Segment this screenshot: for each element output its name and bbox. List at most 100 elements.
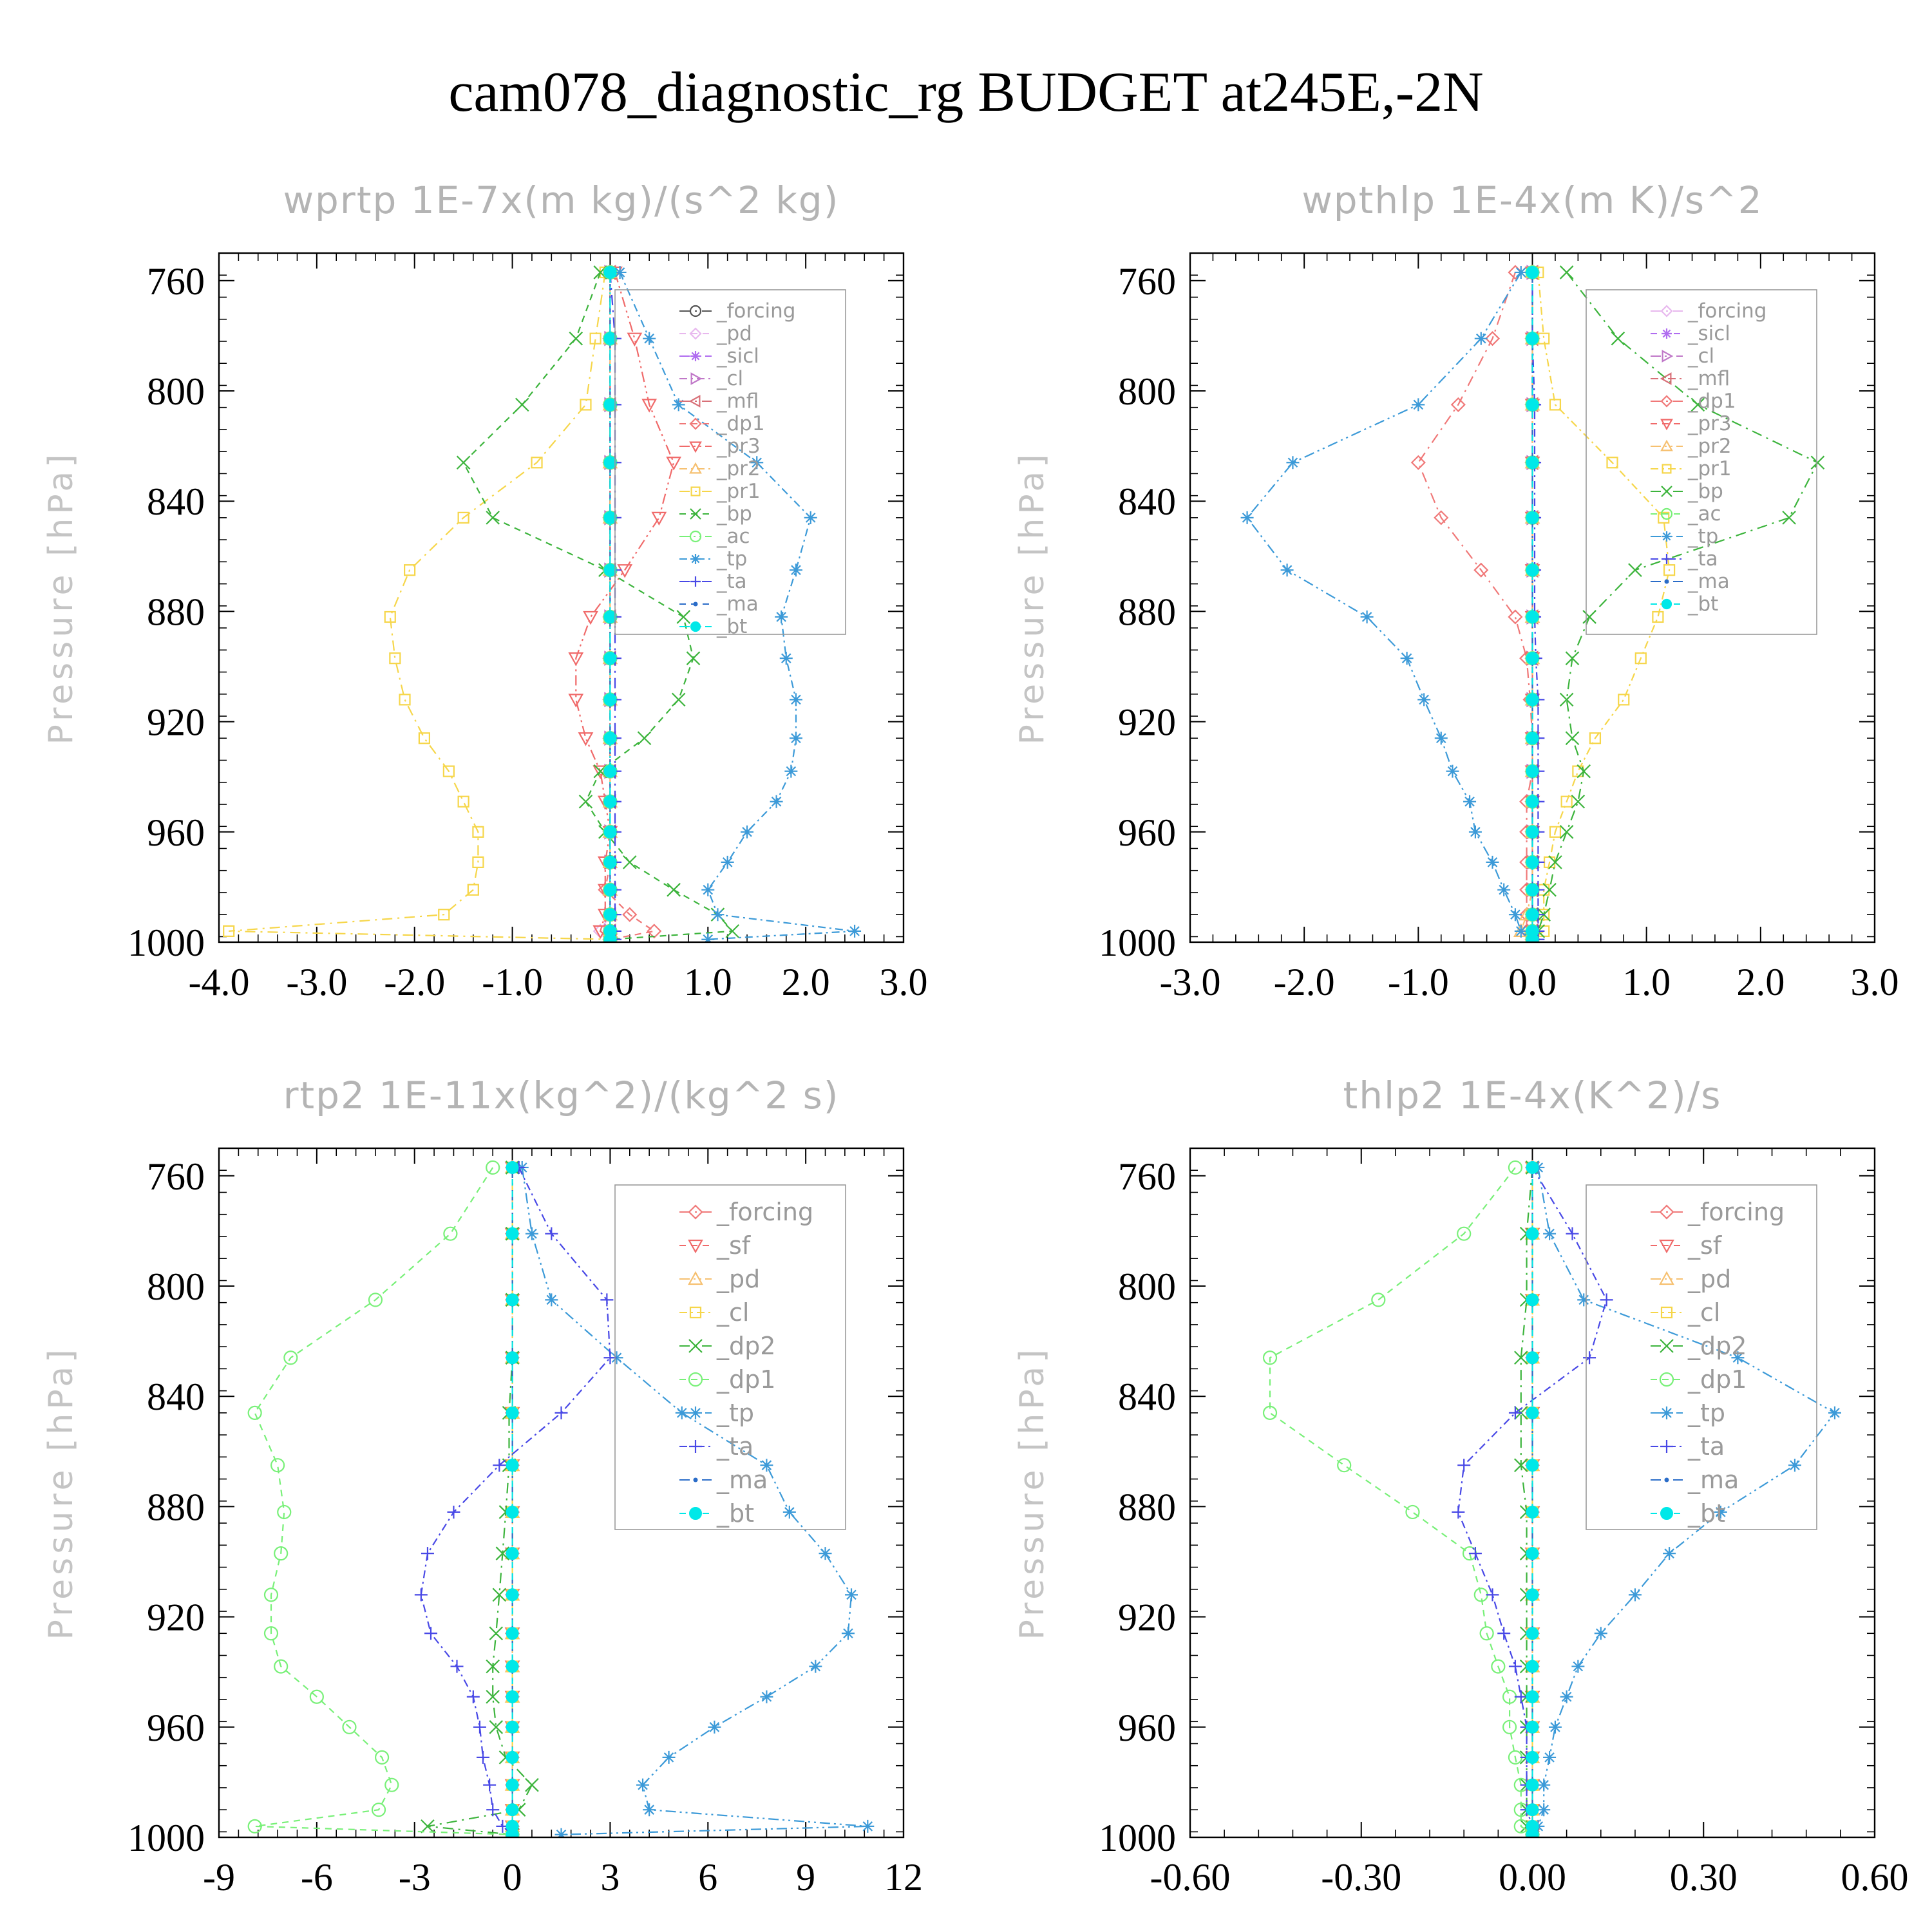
data-point	[603, 332, 617, 345]
data-point	[1405, 1504, 1420, 1520]
chart-panel-4: thlp2 1E-4x(K^2)/s Pressure [hPa] -0.60 -0.…	[1013, 1074, 1909, 1899]
legend-label: _pr3	[716, 435, 761, 458]
legend-label: _pr3	[1687, 412, 1732, 435]
y-tick-label: 1000	[1099, 922, 1176, 964]
data-point	[641, 399, 658, 413]
series-markers-tp	[1240, 265, 1539, 942]
data-point	[442, 765, 455, 777]
data-point	[603, 456, 617, 469]
series-line-bp	[427, 1168, 533, 1835]
series-line-dp1	[1417, 272, 1533, 940]
data-point	[1658, 511, 1670, 524]
legend-marker	[1660, 1406, 1673, 1419]
legend-marker	[689, 1406, 702, 1419]
chart-panel-2: wpthlp 1E-4x(m K)/s^2 Pressure [hPa] -3.0 -…	[1013, 178, 1899, 1003]
data-point	[1497, 883, 1511, 896]
data-point	[1526, 1660, 1539, 1673]
data-point	[525, 1777, 539, 1792]
data-point	[1280, 564, 1294, 577]
data-point	[841, 1627, 855, 1640]
data-point	[617, 564, 633, 578]
data-point	[1526, 693, 1539, 706]
legend-label: _pr1	[1687, 457, 1732, 480]
data-point	[447, 1505, 460, 1519]
data-point	[1474, 332, 1488, 345]
series-markers-bp	[421, 1160, 539, 1837]
legend-marker	[689, 530, 702, 543]
data-point	[472, 856, 484, 868]
data-point	[274, 1659, 289, 1674]
y-tick-label: 920	[147, 1596, 205, 1639]
x-tick-label: -1.0	[1388, 961, 1449, 1003]
series-markers-bt	[1526, 265, 1539, 942]
legend-label: _sf	[716, 1231, 752, 1260]
legend-label: _cl	[1687, 1298, 1720, 1327]
data-point	[1714, 1505, 1727, 1519]
series-layer	[1240, 264, 1825, 942]
data-point	[1600, 1293, 1613, 1307]
x-tick-label: 2.0	[1736, 961, 1785, 1003]
data-point	[525, 1227, 538, 1240]
legend-label: _sicl	[716, 345, 759, 368]
data-point	[779, 652, 793, 665]
data-point	[506, 1750, 519, 1764]
data-point	[1526, 1828, 1539, 1837]
legend-label: _cl	[716, 367, 743, 390]
panel-title: thlp2 1E-4x(K^2)/s	[1343, 1074, 1721, 1117]
series-line-pr3	[575, 272, 675, 940]
data-point	[643, 1803, 656, 1817]
legend-label: _pd	[716, 322, 752, 345]
data-point	[623, 855, 637, 869]
data-point	[1582, 610, 1596, 624]
data-point	[708, 1720, 721, 1734]
data-point	[603, 825, 617, 838]
data-point	[789, 732, 802, 745]
data-point	[1618, 694, 1630, 706]
y-tick-label: 920	[1118, 701, 1176, 744]
series-markers-pd	[592, 265, 618, 942]
data-point	[1628, 1588, 1642, 1602]
data-point	[775, 610, 788, 623]
legend-label: _dp1	[1687, 1365, 1747, 1394]
legend-label: _ma	[1687, 570, 1730, 593]
y-tick-label: 1000	[1099, 1817, 1176, 1859]
x-tick-label: -0.30	[1321, 1856, 1401, 1899]
data-point	[613, 265, 627, 279]
legend-marker	[690, 486, 701, 497]
data-point	[1463, 795, 1477, 808]
data-point	[711, 908, 724, 922]
data-point	[486, 511, 500, 525]
legend-label: _ma	[716, 1466, 768, 1494]
data-point	[1549, 826, 1562, 838]
plot-frame	[218, 252, 905, 943]
data-point	[247, 1819, 262, 1833]
data-point	[701, 883, 715, 896]
data-point	[636, 1778, 650, 1792]
data-point	[1543, 1750, 1557, 1764]
data-point	[622, 907, 638, 922]
data-point	[1526, 1227, 1539, 1240]
data-point	[676, 610, 691, 624]
data-point	[438, 909, 450, 921]
data-point	[473, 1720, 486, 1734]
legend-label: _pd	[1687, 1265, 1731, 1293]
data-point	[1526, 795, 1539, 808]
data-point	[1526, 564, 1539, 577]
legend-label: _pr2	[1687, 435, 1732, 458]
legend-label: _sicl	[1687, 322, 1730, 345]
y-tick-label: 760	[147, 260, 205, 303]
legend-label: _bt	[1687, 1499, 1725, 1528]
y-tick-label: 880	[1118, 1486, 1176, 1528]
data-point	[1473, 562, 1489, 578]
legend-marker	[688, 1239, 703, 1254]
data-point	[506, 1720, 519, 1734]
series-line-ta	[1531, 272, 1539, 940]
data-point	[493, 1459, 506, 1472]
data-point	[414, 1588, 428, 1602]
data-point	[848, 924, 862, 938]
data-point	[477, 1750, 490, 1764]
minor-ticks	[218, 1148, 904, 1837]
series-line-bp	[1520, 1167, 1533, 1835]
data-point	[1548, 1720, 1562, 1734]
legend-label: _dp2	[716, 1332, 775, 1360]
